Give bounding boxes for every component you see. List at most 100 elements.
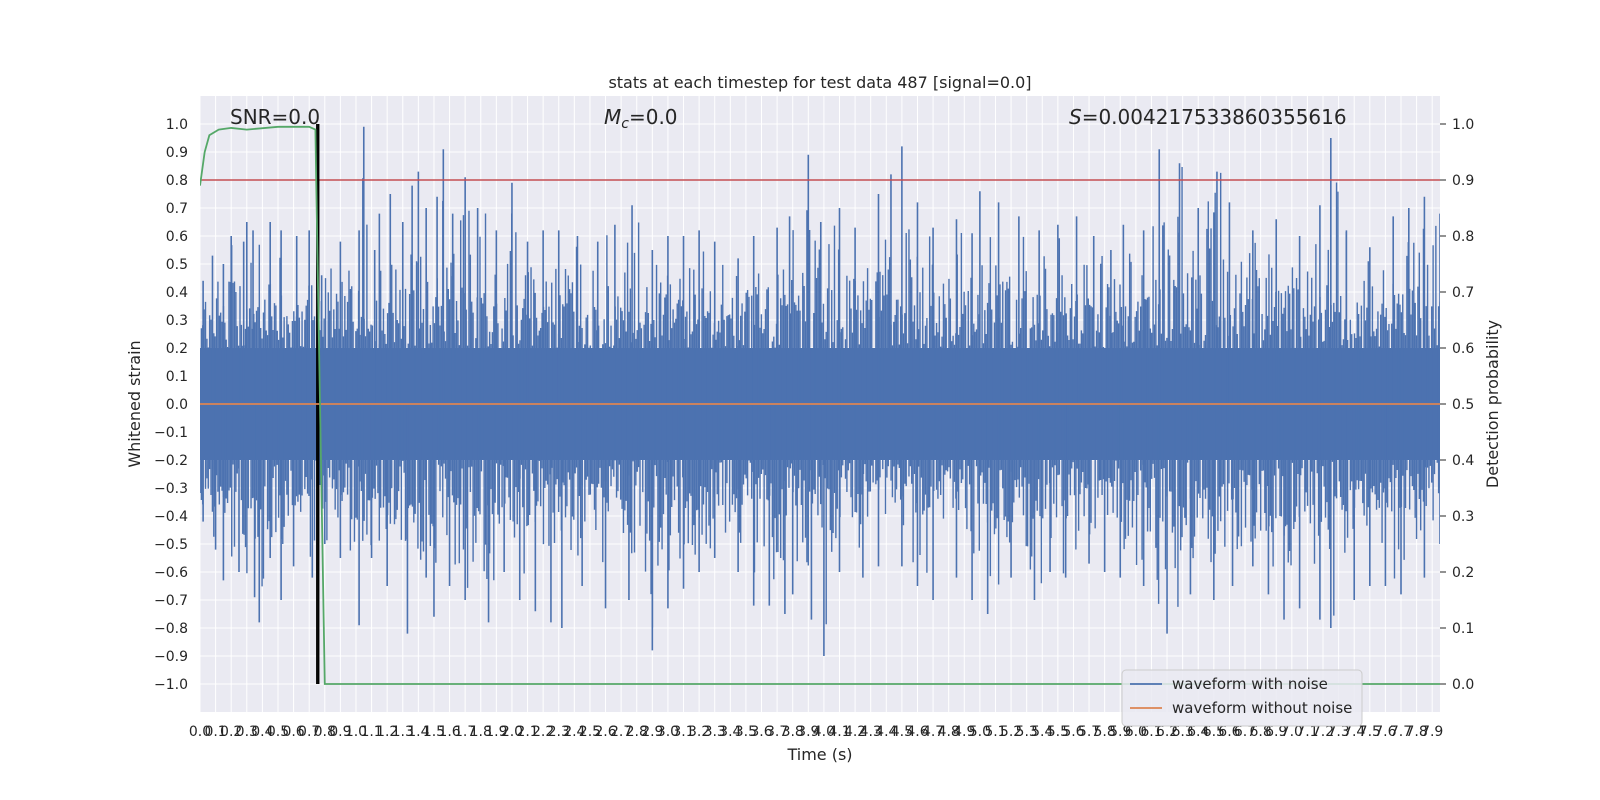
- y-tick-label-right: 1.0: [1452, 117, 1474, 133]
- x-tick-label: 3.5: [735, 724, 757, 740]
- y-tick-label-left: −0.8: [154, 621, 188, 637]
- x-tick-label: 3.3: [704, 724, 726, 740]
- x-tick-label: 7.6: [1374, 724, 1396, 740]
- x-tick-label: 3.8: [782, 724, 804, 740]
- x-tick-label: 0.0: [189, 724, 211, 740]
- x-tick-label: 7.4: [1343, 724, 1365, 740]
- x-tick-label: 2.3: [548, 724, 570, 740]
- x-tick-label: 5.2: [1000, 724, 1022, 740]
- y-tick-label-left: −1.0: [154, 677, 188, 693]
- y-tick-label-left: −0.5: [154, 537, 188, 553]
- y-tick-label-left: −0.6: [154, 565, 188, 581]
- s-annotation: S=0.004217533860355616: [1069, 105, 1347, 129]
- y-tick-label-left: 0.8: [166, 173, 188, 189]
- y-tick-label-right: 0.4: [1452, 453, 1474, 469]
- y-axis-label-right: Detection probability: [1483, 320, 1502, 488]
- x-tick-label: 2.1: [516, 724, 538, 740]
- x-tick-label: 6.7: [1234, 724, 1256, 740]
- x-tick-label: 0.4: [251, 724, 273, 740]
- legend: waveform with noise waveform without noi…: [1121, 669, 1363, 727]
- x-tick-label: 2.8: [626, 724, 648, 740]
- legend-box: [1121, 669, 1363, 727]
- x-tick-label: 3.1: [672, 724, 694, 740]
- y-tick-label-left: 0.6: [166, 229, 188, 245]
- x-tick-label: 4.8: [938, 724, 960, 740]
- x-tick-label: 2.5: [579, 724, 601, 740]
- x-tick-label: 1.2: [376, 724, 398, 740]
- x-tick-label: 5.9: [1109, 724, 1131, 740]
- y-tick-label-left: −0.1: [154, 425, 188, 441]
- x-tick-label: 1.1: [360, 724, 382, 740]
- y-tick-label-left: 0.7: [166, 201, 188, 217]
- x-tick-label: 3.9: [797, 724, 819, 740]
- y-tick-label-right: 0.9: [1452, 173, 1474, 189]
- x-tick-label: 7.0: [1281, 724, 1303, 740]
- x-tick-label: 1.3: [392, 724, 414, 740]
- y-tick-label-left: −0.4: [154, 509, 188, 525]
- x-tick-label: 5.4: [1031, 724, 1053, 740]
- x-tick-label: 5.7: [1078, 724, 1100, 740]
- y-tick-label-right: 0.7: [1452, 285, 1474, 301]
- x-tick-label: 0.1: [204, 724, 226, 740]
- x-tick-label: 6.9: [1265, 724, 1287, 740]
- x-tick-label: 5.3: [1016, 724, 1038, 740]
- x-tick-label: 1.8: [470, 724, 492, 740]
- x-tick-label: 2.4: [563, 724, 585, 740]
- x-tick-label: 2.6: [594, 724, 616, 740]
- x-tick-label: 3.4: [719, 724, 741, 740]
- snr-annotation: SNR=0.0: [230, 105, 320, 129]
- y-tick-label-left: −0.3: [154, 481, 188, 497]
- y-tick-label-left: 0.3: [166, 313, 188, 329]
- x-tick-label: 4.0: [813, 724, 835, 740]
- x-tick-label: 7.8: [1405, 724, 1427, 740]
- chart-title: stats at each timestep for test data 487…: [608, 73, 1031, 92]
- x-tick-label: 2.2: [532, 724, 554, 740]
- data-layer: [200, 124, 1440, 685]
- x-tick-label: 2.0: [501, 724, 523, 740]
- x-tick-label: 6.8: [1249, 724, 1271, 740]
- x-tick-label: 3.0: [657, 724, 679, 740]
- x-tick-label: 6.4: [1187, 724, 1209, 740]
- y-tick-label-left: 0.1: [166, 369, 188, 385]
- x-tick-label: 7.3: [1327, 724, 1349, 740]
- y-tick-label-left: 0.4: [166, 285, 188, 301]
- x-tick-label: 1.6: [438, 724, 460, 740]
- y-tick-label-left: 0.2: [166, 341, 188, 357]
- x-tick-label: 1.4: [407, 724, 429, 740]
- x-tick-label: 6.2: [1156, 724, 1178, 740]
- x-tick-label: 7.9: [1421, 724, 1443, 740]
- x-tick-label: 0.6: [282, 724, 304, 740]
- y-tick-label-left: 1.0: [166, 117, 188, 133]
- y-tick-label-left: 0.5: [166, 257, 188, 273]
- legend-label-with-noise: waveform with noise: [1172, 675, 1328, 693]
- y-tick-label-left: 0.0: [166, 397, 188, 413]
- x-tick-label: 0.7: [298, 724, 320, 740]
- x-tick-label: 4.7: [922, 724, 944, 740]
- y-tick-label-right: 0.5: [1452, 397, 1474, 413]
- x-tick-label: 3.2: [688, 724, 710, 740]
- y-tick-label-left: −0.9: [154, 649, 188, 665]
- x-tick-label: 4.6: [906, 724, 928, 740]
- x-tick-label: 0.2: [220, 724, 242, 740]
- y-tick-label-right: 0.0: [1452, 677, 1474, 693]
- x-tick-label: 0.5: [267, 724, 289, 740]
- y-tick-label-left: −0.2: [154, 453, 188, 469]
- x-tick-label: 5.1: [984, 724, 1006, 740]
- x-tick-label: 0.9: [329, 724, 351, 740]
- mc-annotation: Mc=0.0: [604, 105, 678, 132]
- x-tick-label: 0.3: [236, 724, 258, 740]
- x-tick-label: 1.5: [423, 724, 445, 740]
- y-axis-label-left: Whitened strain: [125, 340, 144, 467]
- x-tick-label: 5.0: [969, 724, 991, 740]
- x-tick-label: 6.6: [1218, 724, 1240, 740]
- series-line-1: [200, 125, 1440, 685]
- x-tick-label: 7.5: [1359, 724, 1381, 740]
- x-tick-label: 5.5: [1047, 724, 1069, 740]
- x-tick-label: 1.9: [485, 724, 507, 740]
- y-tick-label-left: −0.7: [154, 593, 188, 609]
- x-tick-label: 6.0: [1125, 724, 1147, 740]
- x-tick-label: 3.6: [750, 724, 772, 740]
- x-tick-label: 2.9: [641, 724, 663, 740]
- x-tick-label: 6.3: [1172, 724, 1194, 740]
